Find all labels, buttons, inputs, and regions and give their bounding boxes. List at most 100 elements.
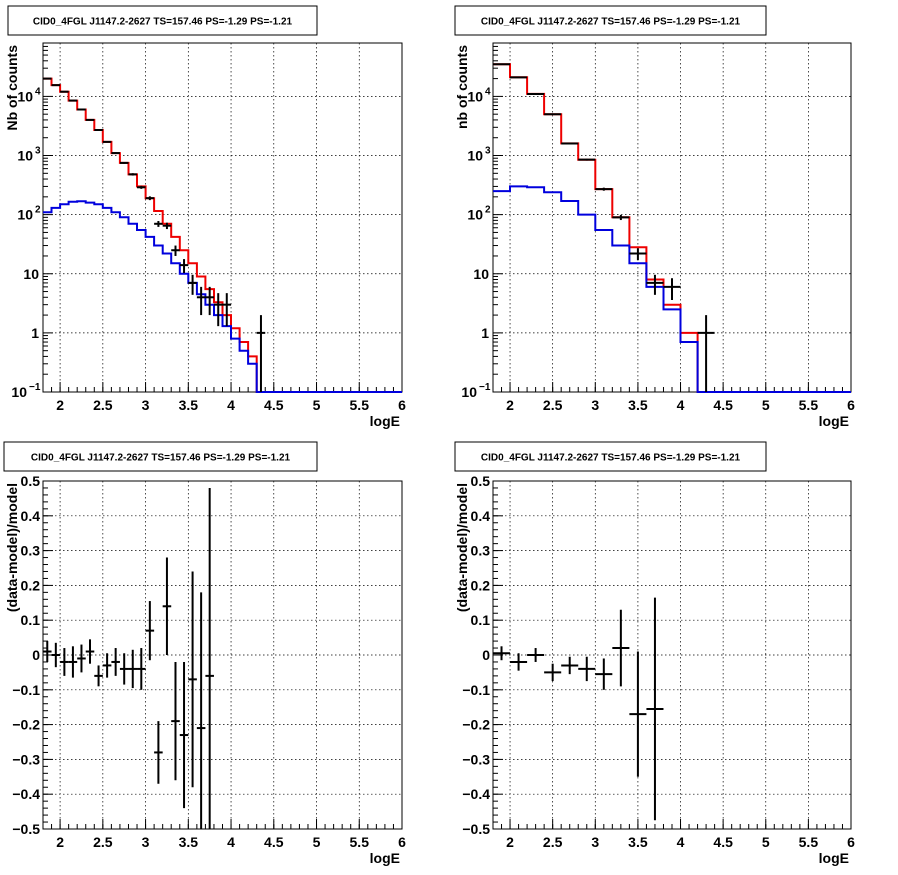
y-tick-label: 0.4 <box>471 508 491 524</box>
data-points <box>493 597 664 821</box>
y-tick-label: −0.3 <box>462 751 490 767</box>
y-tick-label: 10 <box>467 148 483 164</box>
y-axis-label: Nb of counts <box>4 45 20 131</box>
counts-plot-panel-left: CID0_4FGL J1147.2-2627 TS=157.46 PS=-1.2… <box>4 5 406 429</box>
x-tick-label: 2 <box>506 397 514 413</box>
data-point <box>51 642 61 668</box>
y-tick-label: −0.3 <box>12 751 40 767</box>
y-tick-label: 1 <box>481 325 489 341</box>
y-tick-label: −0.4 <box>462 786 490 802</box>
y-tick-label: −0.2 <box>12 717 40 733</box>
x-axis-label: logE <box>819 850 849 866</box>
data-point <box>213 293 223 327</box>
x-tick-label: 3 <box>591 834 599 850</box>
data-point <box>629 248 647 261</box>
y-tick-exponent: 3 <box>485 146 491 157</box>
y-tick-label: −0.5 <box>462 821 490 837</box>
y-tick-label: 0.4 <box>21 508 41 524</box>
data-point <box>162 557 172 655</box>
plot-title: CID0_4FGL J1147.2-2627 TS=157.46 PS=-1.2… <box>31 453 291 464</box>
residual-plot-panel-left: CID0_4FGL J1147.2-2627 TS=157.46 PS=-1.2… <box>3 441 406 866</box>
data-point <box>595 658 613 690</box>
x-tick-label: 5 <box>313 397 321 413</box>
y-tick-exponent: −1 <box>479 382 491 393</box>
data-point <box>646 597 664 821</box>
data-point <box>188 274 197 295</box>
data-point <box>544 663 562 682</box>
x-tick-label: 2.5 <box>543 397 563 413</box>
x-tick-label: 4 <box>677 834 685 850</box>
x-tick-label: 3.5 <box>179 397 199 413</box>
gridlines <box>493 481 851 829</box>
y-tick-label: 10 <box>467 207 483 223</box>
y-tick-label: 0.5 <box>471 473 491 489</box>
x-tick-label: 5 <box>762 397 770 413</box>
data-point <box>137 648 146 690</box>
y-tick-exponent: 4 <box>485 86 491 97</box>
x-tick-label: 3.5 <box>628 834 648 850</box>
data-point <box>188 571 197 788</box>
data-points <box>493 63 715 392</box>
data-point <box>137 185 146 189</box>
data-point <box>629 651 647 777</box>
y-tick-label: 10 <box>11 384 27 400</box>
plot-title: CID0_4FGL J1147.2-2627 TS=157.46 PS=-1.2… <box>481 17 741 28</box>
x-tick-label: 5.5 <box>799 397 819 413</box>
title-box <box>7 5 318 36</box>
data-point <box>527 648 545 662</box>
x-tick-label: 5.5 <box>350 397 370 413</box>
data-point <box>196 592 206 829</box>
x-tick-label: 3 <box>142 397 150 413</box>
x-tick-label: 5.5 <box>799 834 819 850</box>
y-tick-label: −0.1 <box>12 682 40 698</box>
y-tick-label: 10 <box>17 207 33 223</box>
data-point <box>145 196 155 201</box>
y-tick-label: 0 <box>482 647 490 663</box>
data-point <box>595 187 613 191</box>
y-tick-label: 10 <box>461 384 477 400</box>
gridlines <box>43 481 402 829</box>
data-point <box>171 245 180 256</box>
data-points <box>43 487 214 829</box>
x-axis-label: logE <box>370 413 400 429</box>
x-axis: 2 2.5 3 3.5 4 4.5 5 5.5 6 <box>42 382 406 413</box>
y-tick-label: 10 <box>473 266 489 282</box>
x-tick-label: 4.5 <box>264 397 284 413</box>
data-point <box>128 173 138 176</box>
y-tick-label: −0.2 <box>462 717 490 733</box>
x-tick-label: 4 <box>227 834 235 850</box>
data-point <box>646 274 664 295</box>
title-box <box>454 441 767 472</box>
x-tick-label: 2 <box>56 397 64 413</box>
x-tick-label: 2 <box>506 834 514 850</box>
y-tick-exponent: −1 <box>29 382 41 393</box>
y-tick-label: 10 <box>17 148 33 164</box>
x-axis: 2 2.5 3 3.5 4 4.5 5 5.5 6 <box>42 819 406 850</box>
plot-title: CID0_4FGL J1147.2-2627 TS=157.46 PS=-1.2… <box>481 453 741 464</box>
data-point <box>544 113 562 116</box>
title-box <box>454 5 767 36</box>
plot-frame <box>42 42 403 393</box>
data-point <box>94 665 103 687</box>
x-tick-label: 2.5 <box>93 834 113 850</box>
data-point <box>85 118 95 121</box>
data-point <box>171 661 180 781</box>
y-tick-label: −0.5 <box>12 821 40 837</box>
data-point <box>222 293 232 327</box>
data-point <box>179 259 189 273</box>
y-tick-label: 10 <box>23 266 39 282</box>
data-point <box>111 648 120 676</box>
x-tick-label: 2.5 <box>93 397 113 413</box>
data-point <box>256 315 266 392</box>
data-point <box>510 653 528 671</box>
gridlines <box>43 43 402 392</box>
x-tick-label: 3 <box>142 834 150 850</box>
data-point <box>85 639 95 664</box>
counts-plot-panel-right: CID0_4FGL J1147.2-2627 TS=157.46 PS=-1.2… <box>454 5 855 429</box>
x-tick-label: 4.5 <box>713 834 733 850</box>
y-tick-exponent: 3 <box>35 146 41 157</box>
x-tick-label: 6 <box>398 834 406 850</box>
data-point <box>119 653 129 685</box>
